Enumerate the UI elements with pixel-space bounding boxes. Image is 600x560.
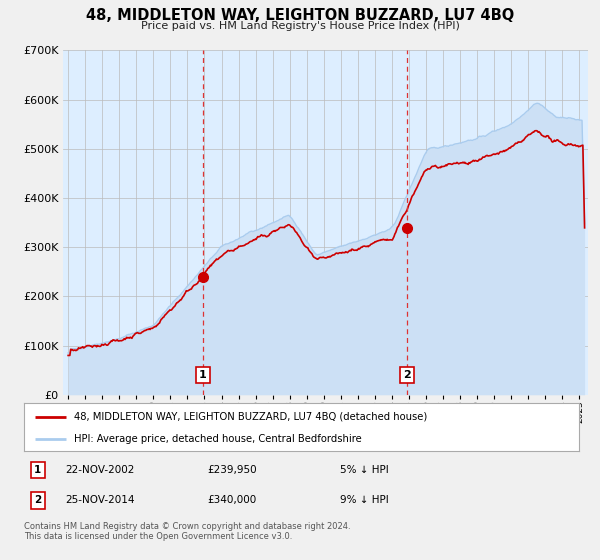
Text: 25-NOV-2014: 25-NOV-2014 <box>65 496 135 506</box>
Text: Price paid vs. HM Land Registry's House Price Index (HPI): Price paid vs. HM Land Registry's House … <box>140 21 460 31</box>
Text: £340,000: £340,000 <box>207 496 256 506</box>
Text: 5% ↓ HPI: 5% ↓ HPI <box>340 465 389 475</box>
Text: 1: 1 <box>199 370 206 380</box>
Text: 9% ↓ HPI: 9% ↓ HPI <box>340 496 389 506</box>
Text: Contains HM Land Registry data © Crown copyright and database right 2024.
This d: Contains HM Land Registry data © Crown c… <box>24 522 350 542</box>
Text: 48, MIDDLETON WAY, LEIGHTON BUZZARD, LU7 4BQ: 48, MIDDLETON WAY, LEIGHTON BUZZARD, LU7… <box>86 8 514 24</box>
Text: 2: 2 <box>403 370 411 380</box>
Text: 1: 1 <box>34 465 41 475</box>
Text: 22-NOV-2002: 22-NOV-2002 <box>65 465 135 475</box>
Text: 48, MIDDLETON WAY, LEIGHTON BUZZARD, LU7 4BQ (detached house): 48, MIDDLETON WAY, LEIGHTON BUZZARD, LU7… <box>74 412 427 422</box>
Text: HPI: Average price, detached house, Central Bedfordshire: HPI: Average price, detached house, Cent… <box>74 434 362 444</box>
Text: £239,950: £239,950 <box>207 465 257 475</box>
Text: 2: 2 <box>34 496 41 506</box>
